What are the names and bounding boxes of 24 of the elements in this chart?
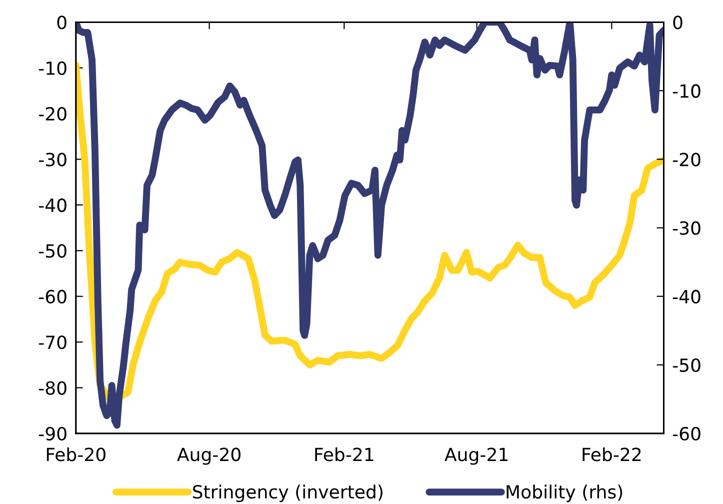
y2-tick-label: -20 [672, 152, 700, 166]
x-tick-label: Feb-22 [582, 447, 641, 462]
x-tick-label: Aug-20 [177, 448, 240, 465]
legend-label: Mobility (rhs) [506, 484, 622, 502]
y-tick-label: -10 [38, 61, 66, 75]
y-tick-label: -20 [38, 107, 66, 121]
y-tick-label: -30 [38, 152, 66, 166]
y2-tick-label: -30 [672, 221, 700, 235]
y2-tick-label: -10 [672, 84, 700, 98]
y2-tick-label: -40 [672, 290, 700, 304]
x-tick-label: Feb-21 [315, 447, 374, 462]
y-tick-label: -80 [38, 381, 66, 395]
y-tick-label: -40 [38, 198, 66, 212]
x-tick-label: Feb-20 [46, 447, 106, 462]
legend-label: Stringency (inverted) [192, 484, 382, 502]
y-tick-label: -60 [38, 290, 66, 304]
y-tick-label: 0 [57, 16, 66, 30]
y-tick-label: -50 [38, 244, 66, 258]
x-tick-label: Aug-21 [444, 448, 508, 465]
y-tick-label: -90 [38, 426, 66, 441]
y-tick-label: -70 [38, 336, 66, 350]
y2-tick-label: 0 [673, 16, 682, 30]
y2-tick-label: -50 [672, 358, 700, 372]
y2-tick-label: -60 [672, 426, 700, 441]
